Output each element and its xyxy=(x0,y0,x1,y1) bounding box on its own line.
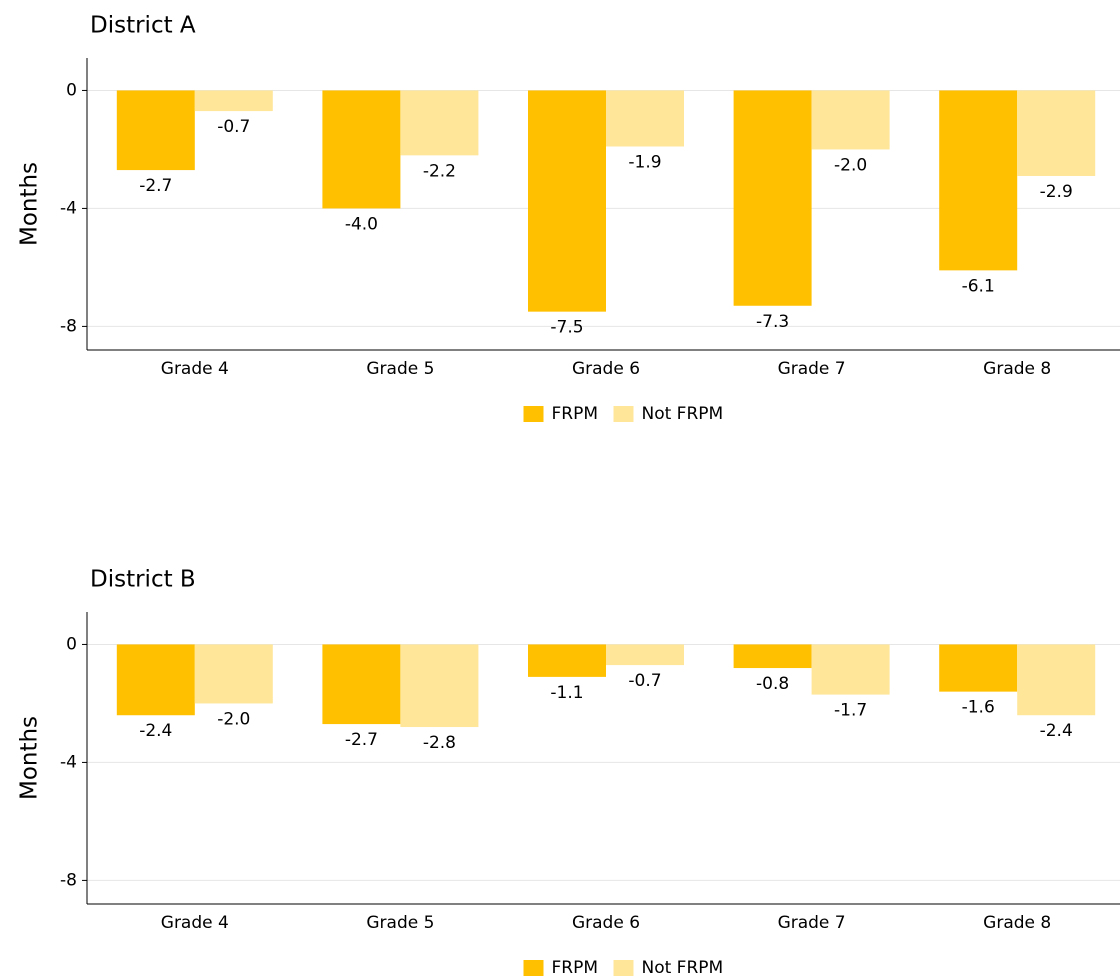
value-label: -2.0 xyxy=(217,709,250,729)
value-label: -6.1 xyxy=(962,276,995,296)
y-axis-label: Months xyxy=(17,716,43,800)
x-tick-label: Grade 8 xyxy=(983,359,1051,379)
value-label: -2.9 xyxy=(1040,182,1073,202)
bar xyxy=(194,644,273,704)
bar xyxy=(939,644,1018,692)
bar xyxy=(733,644,812,669)
value-label: -2.4 xyxy=(1040,721,1073,741)
value-label: -1.9 xyxy=(628,152,661,172)
bar xyxy=(528,90,606,312)
bar xyxy=(606,90,684,147)
value-label: -2.0 xyxy=(834,155,867,175)
bar xyxy=(606,644,684,666)
value-label: -7.5 xyxy=(550,318,583,338)
value-label: -0.7 xyxy=(217,117,250,137)
value-label: -2.7 xyxy=(139,176,172,196)
bar xyxy=(939,90,1018,271)
y-tick-label: -8 xyxy=(60,316,77,336)
value-label: -1.6 xyxy=(962,698,995,718)
value-label: -2.2 xyxy=(423,161,456,181)
x-tick-label: Grade 5 xyxy=(366,913,434,933)
bar xyxy=(116,644,195,716)
value-label: -4.0 xyxy=(345,214,378,234)
chart-title: District B xyxy=(90,567,196,593)
x-tick-label: Grade 5 xyxy=(366,359,434,379)
x-tick-label: Grade 4 xyxy=(161,359,229,379)
bar xyxy=(811,90,890,150)
bar xyxy=(322,644,401,725)
legend-label: Not FRPM xyxy=(642,958,724,976)
bar xyxy=(400,644,479,728)
legend-label: FRPM xyxy=(552,404,599,424)
value-label: -1.7 xyxy=(834,701,867,721)
legend-swatch xyxy=(613,960,634,976)
bar xyxy=(322,90,401,209)
value-label: -2.4 xyxy=(139,721,172,741)
y-tick-label: -4 xyxy=(60,752,77,772)
bar xyxy=(1017,644,1096,716)
y-axis-label: Months xyxy=(17,162,43,246)
value-label: -2.7 xyxy=(345,730,378,750)
legend-swatch xyxy=(613,406,634,422)
value-label: -0.7 xyxy=(628,671,661,691)
bar xyxy=(811,644,890,695)
bar xyxy=(116,90,195,171)
legend-label: FRPM xyxy=(552,958,599,976)
x-tick-label: Grade 7 xyxy=(778,913,846,933)
x-tick-label: Grade 6 xyxy=(572,913,640,933)
y-tick-label: 0 xyxy=(66,80,77,100)
y-tick-label: -4 xyxy=(60,198,77,218)
x-tick-label: Grade 6 xyxy=(572,359,640,379)
bar xyxy=(1017,90,1096,176)
legend-label: Not FRPM xyxy=(642,404,724,424)
x-tick-label: Grade 8 xyxy=(983,913,1051,933)
bar xyxy=(400,90,479,156)
bar xyxy=(194,90,273,112)
bar xyxy=(528,644,606,677)
value-label: -7.3 xyxy=(756,312,789,332)
value-label: -2.8 xyxy=(423,733,456,753)
y-tick-label: 0 xyxy=(66,634,77,654)
chart-title: District A xyxy=(90,13,196,39)
value-label: -1.1 xyxy=(550,683,583,703)
bar xyxy=(733,90,812,306)
x-tick-label: Grade 4 xyxy=(161,913,229,933)
x-tick-label: Grade 7 xyxy=(778,359,846,379)
y-tick-label: -8 xyxy=(60,870,77,890)
legend-swatch xyxy=(523,960,544,976)
value-label: -0.8 xyxy=(756,674,789,694)
legend-swatch xyxy=(523,406,544,422)
